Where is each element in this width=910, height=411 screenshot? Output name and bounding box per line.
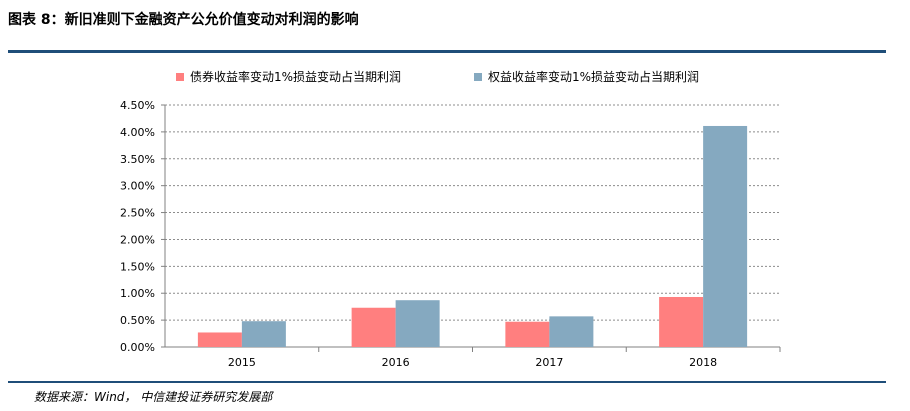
bar-equity-2017 [549, 316, 594, 347]
legend-swatch-equity [474, 72, 482, 81]
bar-equity-2016 [395, 300, 440, 347]
bar-equity-2015 [241, 321, 286, 347]
legend-item-equity: 权益收益率变动1%损益变动占当期利润 [474, 68, 699, 85]
legend-swatch-bond [176, 72, 184, 81]
y-tick-label: 4.00% [120, 126, 155, 139]
x-tick-label: 2018 [689, 356, 717, 369]
y-tick-label: 2.50% [120, 207, 155, 220]
bar-equity-2018 [703, 125, 748, 348]
x-tick-label: 2017 [535, 356, 563, 369]
legend-label-bond: 债券收益率变动1%损益变动占当期利润 [190, 70, 402, 84]
y-tick-label: 1.50% [120, 260, 155, 273]
x-tick-label: 2015 [228, 356, 256, 369]
x-tick-label: 2016 [382, 356, 410, 369]
figure-title: 图表 8：新旧准则下金融资产公允价值变动对利润的影响 [8, 12, 359, 28]
legend-item-bond: 债券收益率变动1%损益变动占当期利润 [176, 68, 401, 85]
y-tick-label: 0.50% [120, 314, 155, 327]
y-tick-label: 3.00% [120, 180, 155, 193]
source-note: 数据来源：Wind， 中信建投证券研究发展部 [34, 390, 273, 404]
bar-bond-2018 [659, 296, 704, 347]
y-tick-label: 2.00% [120, 233, 155, 246]
y-tick-label: 4.50% [120, 99, 155, 112]
y-tick-label: 0.00% [120, 341, 155, 354]
bottom-divider [8, 381, 886, 383]
y-tick-label: 3.50% [120, 153, 155, 166]
bar-bond-2015 [197, 332, 242, 347]
bar-bond-2017 [505, 321, 550, 347]
bar-bond-2016 [351, 307, 396, 347]
legend-label-equity: 权益收益率变动1%损益变动占当期利润 [488, 70, 700, 84]
y-tick-label: 1.00% [120, 287, 155, 300]
top-divider [8, 50, 886, 53]
